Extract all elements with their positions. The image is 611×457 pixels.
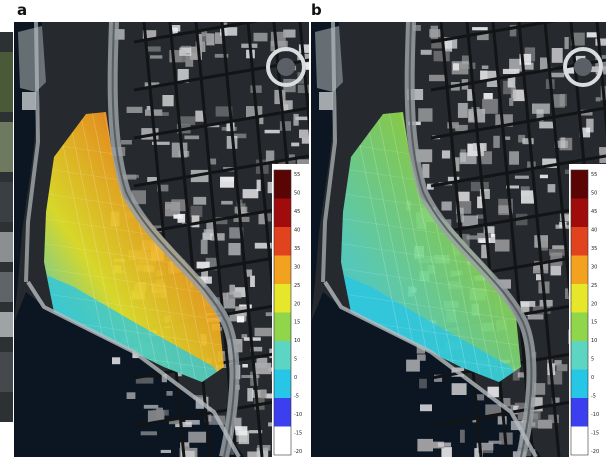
colorbar-tick-label: 45	[294, 209, 300, 215]
neighbor-figure-strip	[0, 32, 13, 422]
colorbar-tick-label: 50	[294, 191, 300, 197]
colorbar-segment	[274, 227, 291, 256]
colorbar-tick-label: 30	[591, 264, 597, 270]
colorbar-segment	[274, 170, 291, 199]
colorbar-tick-label: 30	[294, 264, 300, 270]
colorbar-segment	[274, 284, 291, 313]
colorbar-tick-label: 40	[294, 227, 300, 233]
colorbar-tick-label: 35	[294, 246, 300, 252]
colorbar-tick-label: 45	[591, 209, 597, 215]
colorbar-segment	[571, 198, 588, 228]
colorbar-segment	[571, 227, 588, 256]
waterfront-road	[26, 280, 241, 457]
colorbar-segment	[571, 369, 588, 399]
colorbar-tick-label: 20	[591, 301, 597, 307]
colorbar-tick-label: -15	[294, 431, 302, 437]
pier-structure	[18, 26, 46, 92]
colorbar-segment	[571, 426, 588, 456]
colorbar-segment	[274, 312, 291, 342]
pier-structure	[315, 26, 343, 92]
colorbar-tick-label: 10	[294, 338, 300, 344]
colorbar-tick-label: -10	[591, 412, 599, 418]
colorbar-segment	[274, 369, 291, 399]
map-panel-a: 55 50 45 40 35 30 25 20 15 10 5 0 -5 -10 -15 -20	[14, 22, 309, 457]
colorbar-segment	[571, 284, 588, 313]
colorbar-segment	[571, 170, 588, 199]
colorbar-tick-label: -5	[591, 394, 596, 400]
west-road	[24, 22, 41, 283]
colorbar-segment	[274, 198, 291, 228]
roundabout	[563, 47, 603, 87]
colorbar-tick-label: 55	[591, 172, 597, 178]
colorbar-tick-label: -5	[294, 394, 299, 400]
panel-label-a: a	[17, 1, 28, 19]
colorbar-tick-label: -10	[294, 412, 302, 418]
colorbar-segment	[274, 398, 291, 427]
map-panel-b: 55 50 45 40 35 30 25 20 15 10 5 0 -5 -10 -15 -20	[311, 22, 606, 457]
colorbar-tick-label: 50	[591, 191, 597, 197]
colorbar-segment	[571, 312, 588, 342]
colorbar-tick-label: 25	[591, 283, 597, 289]
colorbar-tick-label: 5	[294, 357, 297, 363]
colorbar-segment	[571, 341, 588, 370]
colorbar-tick-label: 0	[591, 375, 594, 381]
colorbar-tick-label: -20	[294, 449, 302, 455]
colorbar-tick-label: 10	[591, 338, 597, 344]
colorbar-segment	[571, 398, 588, 427]
colorbar-tick-label: 5	[591, 357, 594, 363]
colorbar-segment	[274, 426, 291, 456]
colorbar-segment	[274, 255, 291, 285]
waterfront-road	[323, 280, 538, 457]
colorbar-tick-label: 40	[591, 227, 597, 233]
panel-label-b: b	[311, 1, 322, 19]
colorbar-tick-label: 35	[591, 246, 597, 252]
colorbar-tick-label: -20	[591, 449, 599, 455]
colorbar-tick-label: 55	[294, 172, 300, 178]
colorbar-segment	[274, 341, 291, 370]
colorbar-tick-label: 20	[294, 301, 300, 307]
roundabout	[266, 47, 306, 87]
west-road	[321, 22, 338, 283]
colorbar-tick-label: 0	[294, 375, 297, 381]
colorbar-tick-label: -15	[591, 431, 599, 437]
colorbar-tick-label: 15	[591, 320, 597, 326]
colorbar-tick-label: 15	[294, 320, 300, 326]
colorbar-tick-label: 25	[294, 283, 300, 289]
colorbar-segment	[571, 255, 588, 285]
